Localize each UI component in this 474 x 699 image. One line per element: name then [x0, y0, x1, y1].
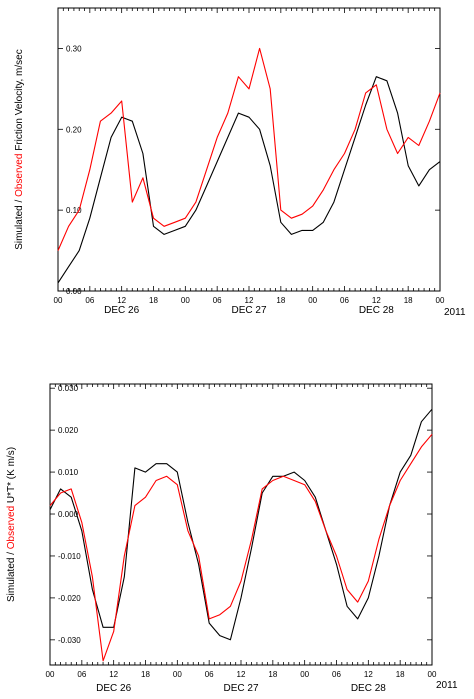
date-label: DEC 28: [351, 683, 386, 694]
x-tick-label: 00: [428, 670, 437, 679]
x-tick-label: 06: [332, 670, 341, 679]
y-axis-label-quantity: Friction Velocity, m/sec: [14, 49, 25, 153]
date-label: DEC 27: [231, 305, 266, 316]
y-tick-label: 0.020: [58, 426, 79, 435]
x-tick-label: 12: [245, 296, 254, 305]
y-tick-label: -0.010: [58, 552, 81, 561]
heat-flux-panel: 00 06 12 18 00 06 12 18 00 06 12 18 00 DEC 26 DEC 27 DE…: [6, 383, 458, 694]
date-label: DEC 26: [96, 683, 131, 694]
y-axis-label-sep: /: [6, 549, 17, 557]
x-tick-label: 12: [237, 670, 246, 679]
x-tick-label: 12: [364, 670, 373, 679]
x-tick-label: 12: [372, 296, 381, 305]
date-label: DEC 28: [359, 305, 394, 316]
y-axis-label-observed: Observed: [14, 154, 25, 197]
y-tick-label: 0.030: [58, 384, 79, 393]
y-axis-label-sep: /: [14, 197, 25, 205]
series-line-simulated: [49, 408, 433, 641]
y-axis-label: Simulated / Observed Friction Velocity, …: [14, 49, 25, 249]
x-tick-label: 18: [404, 296, 413, 305]
x-tick-label: 06: [340, 296, 349, 305]
y-axis-label-observed: Observed: [6, 506, 17, 549]
series-line-simulated: [57, 76, 441, 284]
x-tick-label: 12: [117, 296, 126, 305]
x-tick-label: 00: [46, 670, 55, 679]
y-tick-label: 0.10: [66, 206, 82, 215]
x-tick-label: 06: [85, 296, 94, 305]
y-tick-label: 0.00: [66, 287, 82, 296]
year-label: 2011: [444, 307, 466, 318]
y-axis-label-simulated: Simulated: [6, 558, 17, 602]
x-tick-label: 06: [205, 670, 214, 679]
x-tick-label: 00: [173, 670, 182, 679]
y-tick-label: 0.20: [66, 125, 82, 134]
x-tick-label: 18: [396, 670, 405, 679]
plot-frame-1: [57, 7, 441, 292]
x-tick-label: 18: [141, 670, 150, 679]
x-tick-label: 00: [54, 296, 63, 305]
plot-frame-2: [49, 383, 433, 666]
y-axis-label-quantity: U*T* (K m/s): [6, 447, 17, 506]
x-tick-label: 06: [77, 670, 86, 679]
date-label: DEC 27: [223, 683, 258, 694]
x-tick-label: 18: [149, 296, 158, 305]
x-tick-label: 00: [181, 296, 190, 305]
x-tick-label: 18: [268, 670, 277, 679]
year-label: 2011: [436, 680, 458, 691]
friction-velocity-panel: 00 06 12 18 00 06 12 18 00 06 12 18 00 DEC 26 DEC 27 DE…: [14, 7, 466, 318]
x-tick-label: 00: [300, 670, 309, 679]
x-tick-label: 06: [213, 296, 222, 305]
y-tick-label: -0.020: [58, 594, 81, 603]
y-tick-label: 0.30: [66, 44, 82, 53]
y-tick-label: -0.030: [58, 636, 81, 645]
x-tick-label: 00: [308, 296, 317, 305]
x-tick-label: 18: [276, 296, 285, 305]
y-tick-label: 0.010: [58, 468, 79, 477]
series-line-observed: [49, 433, 433, 662]
series-line-observed: [57, 47, 441, 251]
y-axis-label: Simulated / Observed U*T* (K m/s): [6, 447, 17, 602]
x-tick-label: 00: [436, 296, 445, 305]
y-axis-label-simulated: Simulated: [14, 205, 25, 249]
y-tick-label: 0.000: [58, 510, 79, 519]
date-label: DEC 26: [104, 305, 139, 316]
x-tick-label: 12: [109, 670, 118, 679]
